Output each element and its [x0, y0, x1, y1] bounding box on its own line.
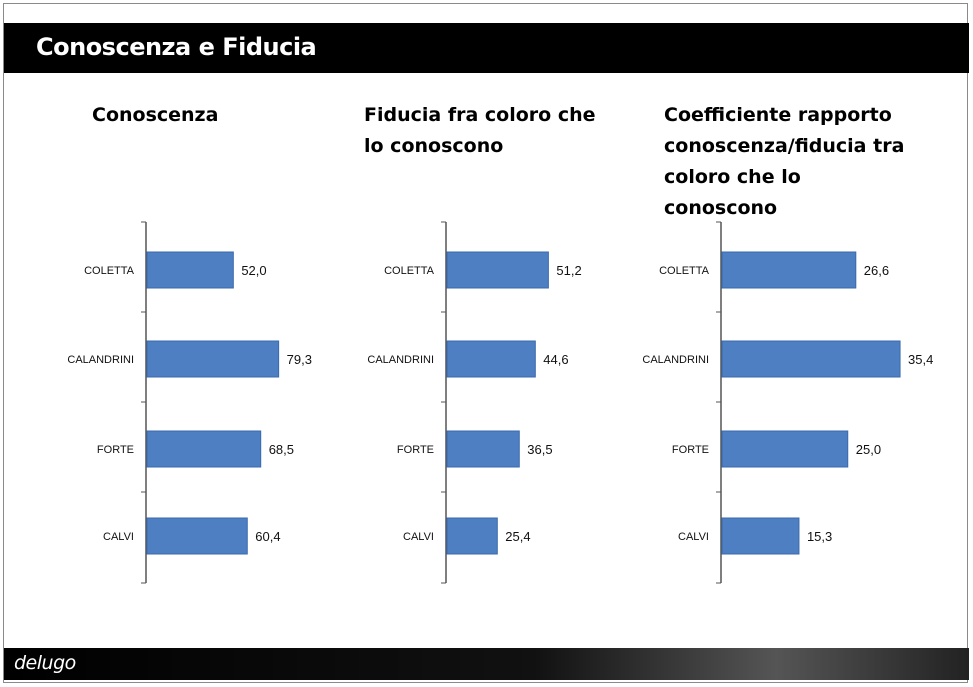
category-label: CALVI — [103, 531, 134, 543]
value-label: 52,0 — [241, 263, 266, 278]
chart-1-title: Conoscenza — [92, 100, 218, 131]
category-label: FORTE — [672, 444, 709, 456]
value-label: 25,4 — [505, 529, 530, 544]
chart-3-title-line: coloro che lo — [664, 166, 801, 188]
value-label: 15,3 — [807, 529, 832, 544]
brand-logo: delugo — [14, 652, 76, 674]
value-label: 35,4 — [908, 352, 933, 367]
bar — [721, 251, 857, 289]
chart-2-title-line: Fiducia fra coloro che — [364, 104, 596, 126]
category-label: CALANDRINI — [367, 354, 434, 366]
value-label: 36,5 — [527, 442, 552, 457]
chart-3-title-line: conoscenza/fiducia tra — [664, 135, 905, 157]
bar — [446, 517, 498, 555]
category-label: COLETTA — [84, 265, 135, 277]
bar — [446, 430, 520, 468]
value-label: 68,5 — [269, 442, 294, 457]
value-label: 60,4 — [255, 529, 280, 544]
bar — [721, 517, 800, 555]
bar — [146, 251, 234, 289]
bar — [146, 430, 262, 468]
category-label: CALVI — [403, 531, 434, 543]
value-label: 51,2 — [556, 263, 581, 278]
footer-bar: delugo — [4, 648, 969, 680]
chart-2-title: Fiducia fra coloro che lo conoscono — [364, 100, 596, 162]
bar — [146, 340, 280, 378]
chart-3-title-line: conoscono — [664, 197, 778, 219]
bar — [721, 340, 901, 378]
category-label: COLETTA — [384, 265, 435, 277]
category-label: CALANDRINI — [67, 354, 134, 366]
bar — [721, 430, 849, 468]
chart-1-title-line: Conoscenza — [92, 104, 219, 126]
value-label: 44,6 — [543, 352, 568, 367]
value-label: 25,0 — [856, 442, 881, 457]
chart-3-title: Coefficiente rapporto conoscenza/fiducia… — [664, 100, 904, 224]
category-label: COLETTA — [659, 265, 710, 277]
category-label: CALANDRINI — [642, 354, 709, 366]
bar — [446, 340, 536, 378]
page-title: Conoscenza e Fiducia — [36, 33, 317, 61]
value-label: 79,3 — [287, 352, 312, 367]
chart-3-title-line: Coefficiente rapporto — [664, 104, 892, 126]
value-label: 26,6 — [864, 263, 889, 278]
category-label: FORTE — [97, 444, 134, 456]
chart-2-title-line: lo conoscono — [364, 135, 504, 157]
category-label: FORTE — [397, 444, 434, 456]
category-label: CALVI — [678, 531, 709, 543]
header-bar: Conoscenza e Fiducia — [4, 23, 969, 73]
bar — [146, 517, 248, 555]
bar — [446, 251, 549, 289]
